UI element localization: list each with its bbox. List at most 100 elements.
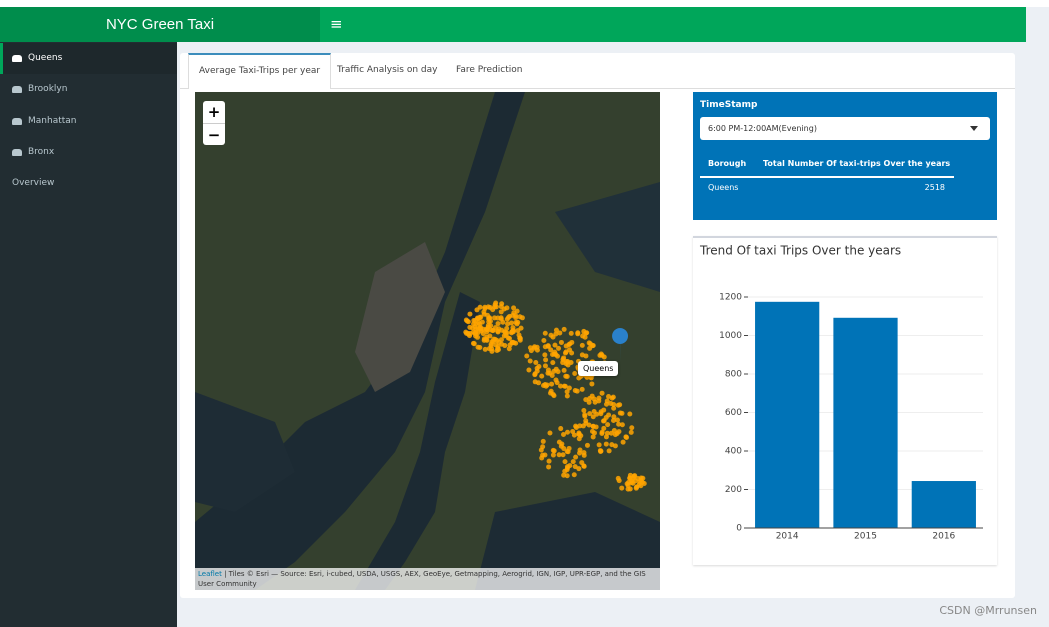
- trip-point: [632, 478, 638, 484]
- trip-point: [505, 335, 511, 341]
- trip-point: [557, 330, 563, 336]
- trip-point: [502, 343, 508, 349]
- trip-point: [501, 306, 507, 312]
- trip-point: [639, 479, 645, 485]
- trip-point: [563, 373, 569, 379]
- y-tick-label: 1200: [719, 293, 742, 303]
- attribution-text: | Tiles © Esri — Source: Esri, i-cubed, …: [198, 570, 646, 588]
- zoom-in[interactable]: +: [203, 101, 225, 123]
- trip-point: [506, 346, 512, 352]
- trip-point: [579, 342, 585, 348]
- trip-point: [549, 381, 555, 387]
- table-header: Total Number Of taxi-trips Over the year…: [763, 159, 951, 168]
- trip-point: [551, 368, 557, 374]
- east-river: [355, 292, 480, 590]
- trip-point: [548, 390, 554, 396]
- marker[interactable]: [612, 328, 629, 362]
- trip-point: [586, 399, 592, 405]
- trip-point: [561, 446, 567, 452]
- trip-point: [539, 455, 545, 461]
- trip-point: [560, 452, 566, 458]
- trip-point: [556, 439, 562, 445]
- trip-point: [555, 369, 561, 375]
- trip-point: [565, 359, 571, 365]
- table-cell: Queens: [708, 183, 739, 192]
- trip-point: [488, 327, 494, 333]
- trip-point: [617, 410, 623, 416]
- trip-point: [561, 367, 567, 373]
- trip-point: [580, 333, 586, 339]
- trip-point: [489, 348, 495, 354]
- menu-toggle[interactable]: ≡: [330, 15, 343, 33]
- trip-point: [475, 325, 481, 331]
- trip-point: [502, 329, 508, 335]
- trip-point: [495, 321, 501, 327]
- zoom-out[interactable]: −: [203, 123, 225, 145]
- trip-point: [581, 408, 587, 414]
- trip-point: [550, 360, 556, 366]
- trip-point: [564, 473, 570, 479]
- trip-point: [598, 409, 604, 415]
- trip-point: [608, 430, 614, 436]
- trip-point: [546, 464, 552, 470]
- trip-point: [508, 320, 514, 326]
- bar: [755, 301, 820, 528]
- trip-point: [553, 327, 559, 333]
- trip-point: [548, 347, 554, 353]
- trip-point: [483, 337, 489, 343]
- map[interactable]: + −: [195, 92, 660, 590]
- sidebar-item[interactable]: Queens: [0, 43, 177, 74]
- tab[interactable]: Traffic Analysis on day: [337, 65, 438, 75]
- trip-point: [570, 459, 576, 465]
- sidebar-item[interactable]: Overview: [0, 168, 177, 199]
- trip-point: [616, 429, 622, 435]
- trip-point: [571, 472, 577, 478]
- trip-point: [546, 458, 552, 464]
- tab-divider: [180, 88, 1015, 89]
- trip-point: [606, 448, 612, 454]
- trip-point: [590, 342, 596, 348]
- leaflet-link[interactable]: Leaflet: [198, 570, 222, 578]
- manhattan: [355, 242, 445, 392]
- bay: [195, 392, 295, 512]
- tab[interactable]: Fare Prediction: [456, 65, 523, 75]
- trip-point: [638, 475, 644, 481]
- trip-point: [601, 354, 607, 360]
- trip-point: [485, 323, 491, 329]
- trip-point: [594, 411, 600, 417]
- sidebar-item[interactable]: Manhattan: [0, 106, 177, 137]
- trip-point: [542, 381, 548, 387]
- trip-point: [573, 454, 579, 460]
- trip-point: [590, 414, 596, 420]
- trip-point: [498, 315, 504, 321]
- dropdown-caret: [970, 126, 978, 131]
- trip-point: [475, 344, 481, 350]
- trip-point: [481, 311, 487, 317]
- trip-point: [576, 466, 582, 472]
- tab[interactable]: Average Taxi-Trips per year: [188, 53, 332, 89]
- trip-point: [591, 430, 597, 436]
- car-icon: [12, 55, 22, 62]
- trip-point: [583, 353, 589, 359]
- trip-point: [611, 414, 617, 420]
- trip-point: [545, 343, 551, 349]
- chart: Trend Of taxi Trips Over the years 0 200 4…: [699, 244, 983, 542]
- sidebar-label: Manhattan: [28, 115, 77, 126]
- trip-point: [543, 357, 549, 363]
- trip-point: [531, 345, 537, 351]
- sidebar-label: Brooklyn: [28, 84, 68, 95]
- trip-point: [480, 331, 486, 337]
- trip-point: [587, 345, 593, 351]
- trip-point: [552, 342, 558, 348]
- trip-point: [492, 336, 498, 342]
- trip-point: [539, 373, 545, 379]
- trip-point: [549, 372, 555, 378]
- trip-point: [583, 397, 589, 403]
- chart-title: Trend Of taxi Trips Over the years: [699, 244, 901, 258]
- sidebar-item[interactable]: Bronx: [0, 137, 177, 168]
- trip-point: [583, 330, 589, 336]
- timestamp-select[interactable]: 6:00 PM-12:00AM(Evening): [700, 117, 990, 140]
- trip-point: [509, 340, 515, 346]
- sidebar-item[interactable]: Brooklyn: [0, 74, 177, 105]
